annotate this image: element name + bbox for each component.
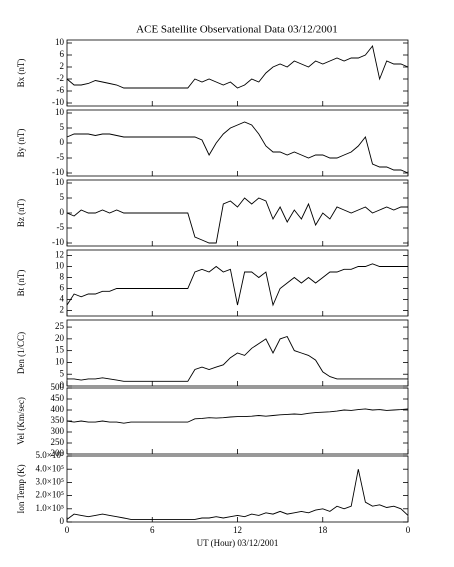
y-tick-label: 400: [51, 404, 65, 414]
y-axis-label: Bt (nT): [16, 270, 26, 297]
x-tick-label: 12: [233, 525, 242, 535]
panel-frame: [66, 249, 409, 317]
y-tick-label: 450: [51, 393, 65, 403]
y-tick-label: 350: [51, 415, 65, 425]
panel-frame: [66, 387, 409, 455]
y-tick-label: 20: [55, 333, 65, 343]
y-tick-label: 5: [60, 368, 65, 378]
x-tick-label: 6: [150, 525, 155, 535]
y-tick-label: 0: [60, 516, 65, 526]
y-axis-label: Vel (Km/sec): [16, 397, 26, 445]
y-tick-label: 0: [60, 137, 65, 147]
chart-title: ACE Satellite Observational Data 03/12/2…: [136, 24, 338, 36]
y-tick-label: 10: [55, 37, 65, 47]
y-tick-label: 0: [60, 207, 65, 217]
y-tick-label: 250: [51, 437, 65, 447]
data-line: [66, 469, 409, 520]
x-axis-label: UT (Hour) 03/12/2001: [197, 538, 279, 548]
y-tick-label: 1.0×10⁵: [36, 503, 64, 513]
data-line: [67, 335, 408, 382]
y-tick-label: 6: [60, 49, 65, 59]
x-tick-label: 0: [65, 525, 70, 535]
x-tick-label: 18: [318, 525, 328, 535]
y-axis-label: Ion Temp (K): [16, 464, 26, 513]
y-tick-label: 2: [60, 305, 65, 315]
y-axis-label: Bz (nT): [16, 199, 26, 227]
data-line: [66, 197, 408, 244]
y-tick-label: 300: [51, 426, 65, 436]
y-tick-label: -10: [52, 237, 64, 247]
y-tick-label: 2: [60, 61, 65, 71]
y-tick-label: 6: [60, 283, 65, 293]
data-line: [66, 263, 408, 307]
y-tick-label: 4.0×10⁵: [36, 463, 64, 473]
y-tick-label: -5: [57, 152, 65, 162]
y-tick-label: -6: [57, 85, 65, 95]
y-tick-label: -5: [57, 222, 65, 232]
y-tick-label: 10: [55, 356, 65, 366]
panel-frame: [66, 179, 409, 247]
y-tick-label: 25: [55, 321, 65, 331]
y-tick-label: 10: [55, 107, 65, 117]
data-line: [66, 121, 409, 174]
y-tick-label: 8: [60, 272, 65, 282]
data-line: [66, 408, 409, 424]
y-tick-label: 0: [60, 380, 65, 390]
y-tick-label: 500: [51, 382, 65, 392]
y-tick-label: 10: [55, 177, 65, 187]
y-tick-label: 2.0×10⁵: [36, 490, 64, 500]
x-tick-label: 0: [406, 525, 411, 535]
y-tick-label: 5.0×10⁵: [36, 450, 64, 460]
y-tick-label: 200: [51, 448, 65, 458]
y-tick-label: 4: [60, 294, 65, 304]
y-tick-label: 5: [60, 122, 65, 132]
y-tick-label: 3.0×10⁵: [36, 476, 64, 486]
y-axis-label: Den (1/CC): [16, 332, 26, 374]
y-tick-label: 12: [55, 250, 64, 260]
y-axis-label: By (nT): [16, 129, 26, 158]
y-tick-label: 15: [55, 345, 65, 355]
data-line: [66, 44, 409, 89]
panel-frame: [66, 109, 409, 177]
y-axis-label: Bx (nT): [16, 59, 26, 88]
panel-frame: [66, 39, 409, 107]
y-tick-label: -10: [52, 97, 64, 107]
y-tick-label: -10: [52, 167, 64, 177]
y-tick-label: 10: [55, 261, 65, 271]
panel-frame: [66, 455, 409, 523]
y-tick-label: -2: [57, 73, 65, 83]
y-tick-label: 5: [60, 192, 65, 202]
